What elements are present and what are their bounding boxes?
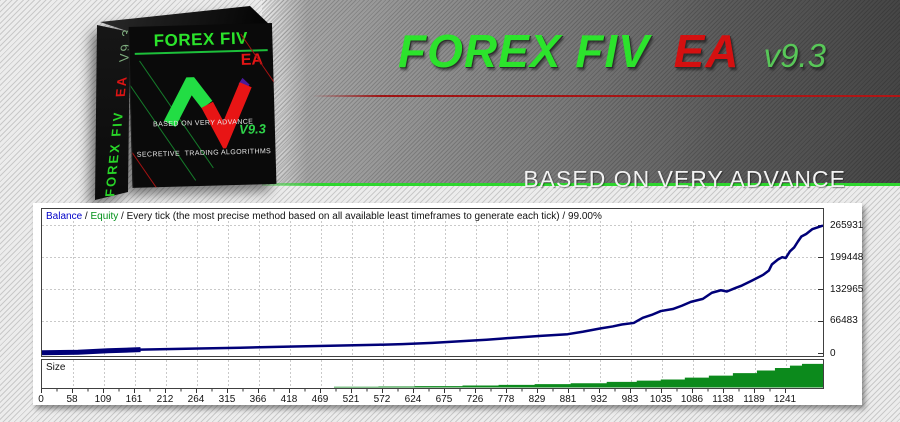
x-tick-label: 675: [435, 394, 453, 405]
balance-label: Balance: [46, 211, 83, 222]
y-tick-label: 199448: [830, 251, 864, 263]
separator: /: [82, 211, 91, 222]
hero-title-version: v9.3: [763, 37, 826, 74]
size-chart-frame: Size: [41, 359, 824, 389]
zigzag-arrow-icon: [163, 75, 252, 151]
separator: /: [118, 211, 127, 222]
x-tick-label: 469: [311, 394, 329, 405]
x-axis-ticks: [41, 389, 786, 393]
x-tick-label: 829: [528, 394, 546, 405]
x-tick-label: 161: [125, 394, 143, 405]
hero-title-green: FOREX FIV: [398, 25, 650, 77]
x-tick-label: 572: [373, 394, 391, 405]
x-tick-label: 778: [497, 394, 515, 405]
chart-description: Every tick (the most precise method base…: [126, 211, 560, 222]
x-tick-label: 315: [218, 394, 236, 405]
x-tick-label: 1189: [743, 394, 765, 405]
x-tick-label: 932: [590, 394, 608, 405]
y-tick-label: 66483: [830, 315, 858, 327]
product-box: FOREX FIV EA V9.3 FOREX FIV EA V9.3 BASE…: [88, 0, 288, 206]
hero-title: FOREX FIV EA v9.3: [398, 24, 826, 78]
equity-label: Equity: [90, 211, 119, 222]
x-tick-label: 1086: [680, 394, 704, 405]
hero-gradient-band: [262, 0, 900, 185]
green-divider-line: [262, 183, 900, 186]
box-front-ea: EA: [240, 51, 264, 69]
y-tick-label: 0: [830, 347, 836, 359]
y-tick-label: 132965: [830, 283, 864, 295]
x-tick-label: 418: [280, 394, 298, 405]
size-label: Size: [46, 362, 66, 373]
x-tick-label: 881: [559, 394, 577, 405]
y-tick-label: 265931: [830, 219, 864, 231]
x-tick-label: 1241: [773, 394, 797, 405]
x-tick-label: 0: [38, 394, 44, 405]
x-tick-label: 1138: [712, 394, 734, 405]
x-tick-label: 58: [66, 394, 78, 405]
box-tagline-2: SECRETIVE TRADING ALGORITHMS: [136, 148, 272, 159]
box-tagline-1: BASED ON VERY ADVANCE: [153, 118, 254, 129]
size-area-chart: [42, 360, 823, 388]
x-tick-label: 521: [342, 394, 360, 405]
x-tick-label: 983: [621, 394, 639, 405]
balance-chart-frame: Balance / Equity / Every tick (the most …: [41, 208, 824, 357]
modeling-quality: 99.00%: [567, 211, 602, 222]
hero-title-red: EA: [673, 25, 738, 77]
backtest-report-card: Balance / Equity / Every tick (the most …: [33, 203, 863, 405]
x-tick-label: 366: [249, 394, 267, 405]
balance-curve-chart: [41, 221, 824, 356]
x-tick-label: 624: [404, 394, 422, 405]
box-front-face: FOREX FIV EA V9.3 BASED ON VERY ADVANCE …: [128, 22, 277, 188]
chart-header: Balance / Equity / Every tick (the most …: [46, 211, 602, 222]
x-tick-label: 212: [156, 394, 174, 405]
box-taglines: BASED ON VERY ADVANCE SECRETIVE TRADING …: [131, 97, 276, 181]
x-tick-label: 1035: [649, 394, 673, 405]
x-tick-label: 264: [187, 394, 205, 405]
separator: /: [559, 211, 568, 222]
x-tick-label: 726: [466, 394, 484, 405]
spine-title-red: EA: [112, 75, 130, 98]
hero-subtitle-line-1: BASED ON VERY ADVANCE: [523, 166, 846, 192]
x-tick-label: 109: [94, 394, 112, 405]
box-spine-face: [95, 25, 130, 200]
red-divider-line: [312, 95, 900, 97]
